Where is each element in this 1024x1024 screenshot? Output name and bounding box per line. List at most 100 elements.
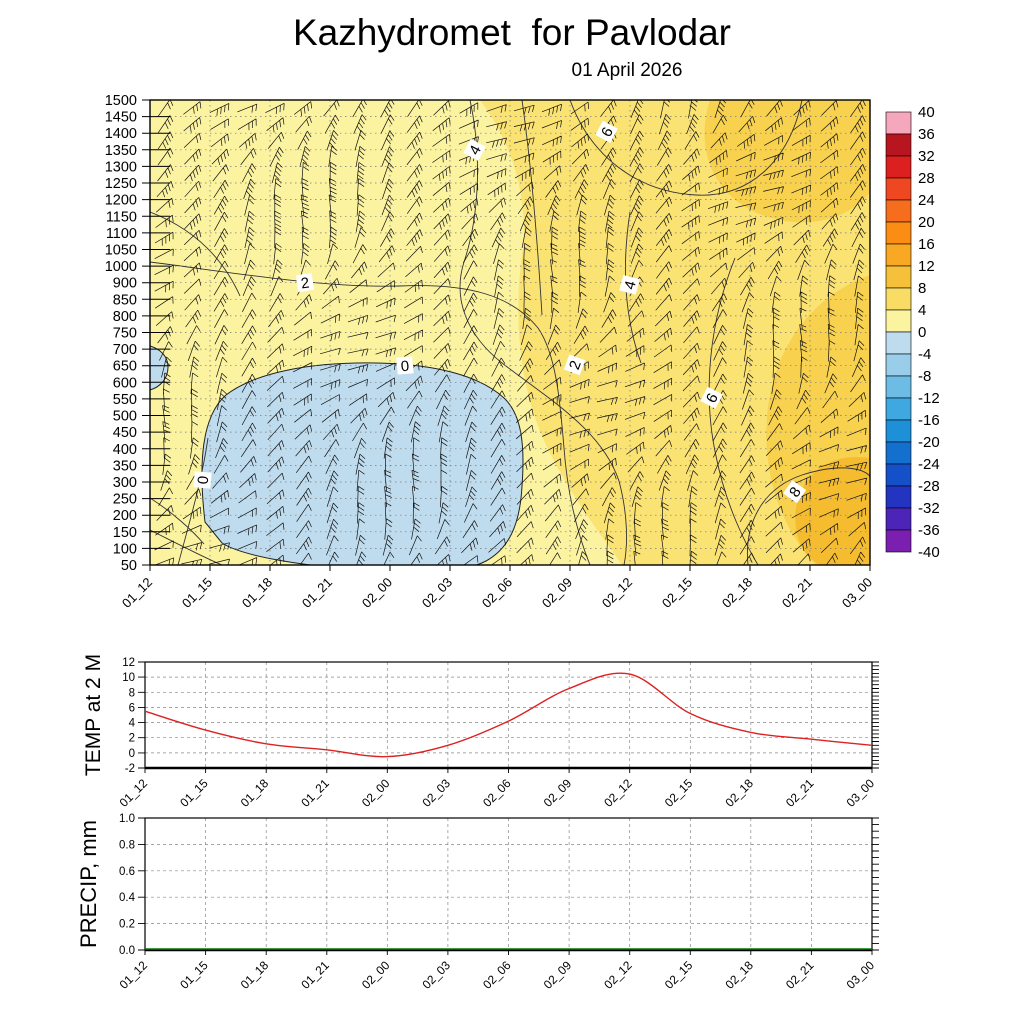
svg-text:1500: 1500 — [105, 93, 137, 109]
svg-text:0: 0 — [129, 748, 135, 760]
svg-text:2: 2 — [129, 733, 135, 745]
colorbar-segment — [885, 265, 912, 289]
colorbar-segment — [885, 463, 912, 487]
svg-text:02_18: 02_18 — [719, 575, 755, 611]
svg-text:6: 6 — [129, 702, 135, 714]
svg-text:1.0: 1.0 — [119, 813, 135, 825]
svg-text:-20: -20 — [918, 434, 940, 451]
svg-text:01_21: 01_21 — [298, 958, 332, 992]
svg-text:1450: 1450 — [105, 110, 137, 126]
svg-text:-12: -12 — [918, 390, 940, 407]
svg-text:02_12: 02_12 — [599, 575, 635, 611]
svg-text:01_15: 01_15 — [177, 958, 211, 992]
svg-text:01_12: 01_12 — [119, 575, 155, 611]
colorbar-segment — [885, 309, 912, 333]
svg-text:0: 0 — [400, 358, 410, 376]
svg-text:1300: 1300 — [105, 159, 137, 175]
colorbar-segment — [885, 485, 912, 509]
svg-text:750: 750 — [113, 326, 137, 342]
svg-text:02_09: 02_09 — [539, 575, 575, 611]
svg-text:300: 300 — [113, 475, 137, 491]
svg-text:0.4: 0.4 — [119, 892, 136, 904]
svg-text:02_21: 02_21 — [783, 958, 817, 992]
svg-text:4: 4 — [129, 718, 136, 730]
colorbar-segment — [885, 287, 912, 311]
svg-text:01_12: 01_12 — [117, 958, 151, 992]
svg-text:24: 24 — [918, 192, 935, 209]
svg-text:1050: 1050 — [105, 242, 137, 258]
contour-label: 0 — [396, 356, 414, 375]
svg-text:02_15: 02_15 — [662, 958, 696, 992]
colorbar-segment — [885, 441, 912, 465]
svg-text:50: 50 — [121, 558, 137, 574]
svg-text:-8: -8 — [918, 368, 931, 385]
svg-text:150: 150 — [113, 525, 137, 541]
date-subtitle: 01 April 2026 — [571, 60, 683, 81]
svg-text:400: 400 — [113, 442, 137, 458]
svg-text:-16: -16 — [918, 412, 940, 429]
svg-text:02_00: 02_00 — [359, 958, 393, 992]
colorbar-segment — [885, 375, 912, 399]
contour-label: 2 — [563, 354, 586, 376]
svg-text:-28: -28 — [918, 478, 940, 495]
svg-text:12: 12 — [918, 258, 935, 275]
svg-text:03_00: 03_00 — [839, 575, 875, 611]
svg-text:32: 32 — [918, 148, 935, 165]
svg-text:20: 20 — [918, 214, 935, 231]
colorbar-segment — [885, 331, 912, 355]
svg-text:TEMP at 2 M: TEMP at 2 M — [82, 654, 105, 776]
contour-label: 4 — [463, 138, 486, 161]
svg-text:02_06: 02_06 — [480, 958, 514, 992]
svg-text:0: 0 — [918, 324, 926, 341]
svg-text:1250: 1250 — [105, 176, 137, 192]
colorbar-segment — [885, 397, 912, 421]
colorbar-segment — [885, 419, 912, 443]
colorbar-segment — [885, 221, 912, 245]
svg-text:16: 16 — [918, 236, 935, 253]
svg-text:1150: 1150 — [106, 209, 137, 225]
svg-text:02_03: 02_03 — [420, 958, 454, 992]
svg-text:1350: 1350 — [105, 143, 137, 159]
colorbar-segment — [885, 133, 912, 157]
svg-text:550: 550 — [113, 392, 137, 408]
svg-text:02_03: 02_03 — [419, 575, 455, 611]
svg-text:-2: -2 — [125, 763, 135, 775]
svg-text:0.2: 0.2 — [119, 919, 135, 931]
svg-text:03_00: 03_00 — [844, 958, 878, 992]
svg-text:0: 0 — [195, 475, 213, 485]
colorbar-segment — [885, 353, 912, 377]
svg-text:1000: 1000 — [105, 259, 137, 275]
svg-text:-36: -36 — [918, 522, 940, 539]
colorbar-segment — [885, 177, 912, 201]
svg-text:01_18: 01_18 — [239, 575, 275, 611]
colorbar-segment — [885, 529, 912, 553]
svg-text:250: 250 — [113, 492, 137, 508]
svg-text:900: 900 — [113, 276, 137, 292]
svg-text:100: 100 — [113, 541, 137, 557]
contour-label: 8 — [783, 480, 807, 504]
svg-text:-32: -32 — [918, 500, 940, 517]
svg-text:850: 850 — [113, 292, 137, 308]
svg-text:02_18: 02_18 — [722, 958, 756, 992]
colorbar-segment — [885, 507, 912, 531]
svg-text:01_18: 01_18 — [238, 958, 272, 992]
svg-text:28: 28 — [918, 170, 935, 187]
contour-label: 2 — [295, 272, 315, 292]
svg-text:1200: 1200 — [105, 193, 137, 209]
svg-text:36: 36 — [918, 126, 935, 143]
svg-text:01_15: 01_15 — [179, 575, 215, 611]
svg-text:1400: 1400 — [105, 126, 137, 142]
svg-text:700: 700 — [113, 342, 137, 358]
svg-text:1100: 1100 — [106, 226, 137, 242]
colorbar-segment — [885, 155, 912, 179]
svg-text:450: 450 — [113, 425, 137, 441]
svg-text:600: 600 — [113, 375, 137, 391]
svg-text:02_21: 02_21 — [779, 575, 815, 611]
svg-text:800: 800 — [113, 309, 137, 325]
colorbar-segment — [885, 243, 912, 267]
svg-text:8: 8 — [129, 687, 135, 699]
svg-text:0.0: 0.0 — [119, 945, 135, 957]
colorbar-segment — [885, 111, 912, 135]
svg-text:500: 500 — [113, 409, 137, 425]
